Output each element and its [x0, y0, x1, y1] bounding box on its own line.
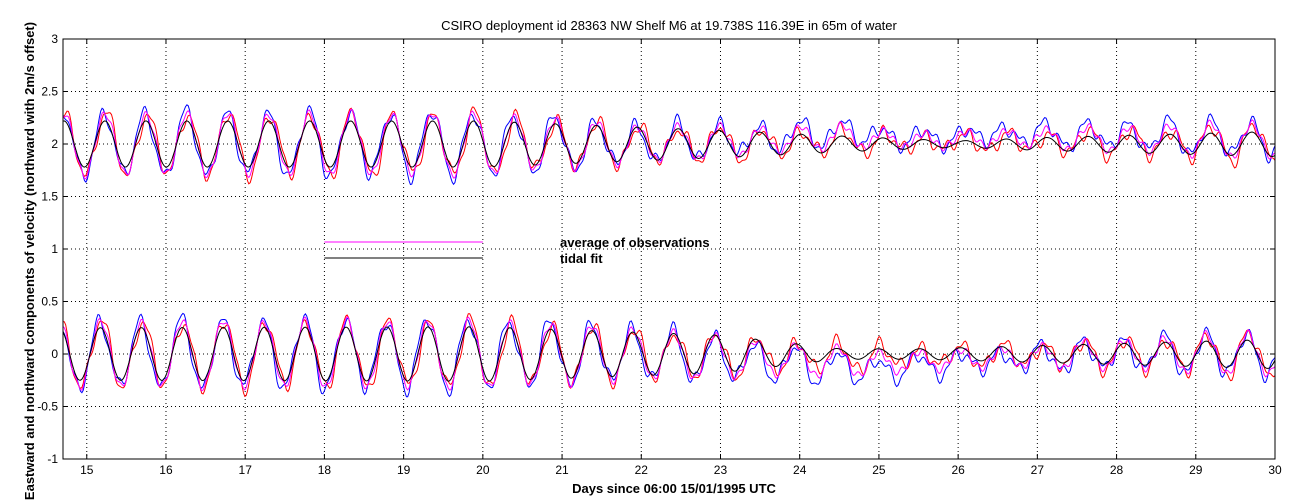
y-tick-label: 0 [51, 347, 58, 361]
legend-label: average of observations [560, 235, 710, 250]
series-group [62, 104, 1276, 398]
x-tick-label: 16 [159, 463, 173, 477]
x-tick-label: 25 [872, 463, 886, 477]
y-tick-label: 2.5 [41, 85, 58, 99]
x-tick-label: 22 [635, 463, 649, 477]
x-tick-label: 15 [80, 463, 94, 477]
x-tick-label: 28 [1110, 463, 1124, 477]
x-tick-label: 27 [1031, 463, 1045, 477]
y-tick-label: -1 [47, 452, 58, 466]
x-axis-label: Days since 06:00 15/01/1995 UTC [572, 481, 776, 496]
axis-ticks: 15 16 17 18 19 20 21 22 23 24 25 26 27 28 29 30-1-0.500… [37, 32, 1282, 477]
series-line-northward-average-of-observations [62, 108, 1276, 180]
x-tick-label: 20 [476, 463, 490, 477]
y-tick-label: 2 [51, 137, 58, 151]
x-tick-label: 19 [397, 463, 411, 477]
series-line-eastward-observation-1 [62, 312, 1276, 398]
x-tick-label: 26 [951, 463, 965, 477]
x-tick-label: 17 [239, 463, 253, 477]
y-tick-label: 1.5 [41, 190, 58, 204]
y-tick-label: 0.5 [41, 295, 58, 309]
y-axis-label: Eastward and northward components of vel… [22, 22, 37, 500]
x-tick-label: 29 [1189, 463, 1203, 477]
series-line-eastward-tidal-fit [62, 326, 1276, 382]
x-tick-label: 23 [714, 463, 728, 477]
series-line-northward-tidal-fit [62, 120, 1276, 168]
y-tick-label: -0.5 [37, 400, 58, 414]
x-tick-label: 30 [1268, 463, 1282, 477]
y-tick-label: 3 [51, 32, 58, 46]
legend-label: tidal fit [560, 251, 603, 266]
x-tick-label: 24 [793, 463, 807, 477]
x-tick-label: 21 [555, 463, 569, 477]
y-tick-label: 1 [51, 242, 58, 256]
x-tick-label: 18 [318, 463, 332, 477]
chart-title: CSIRO deployment id 28363 NW Shelf M6 at… [441, 18, 897, 33]
